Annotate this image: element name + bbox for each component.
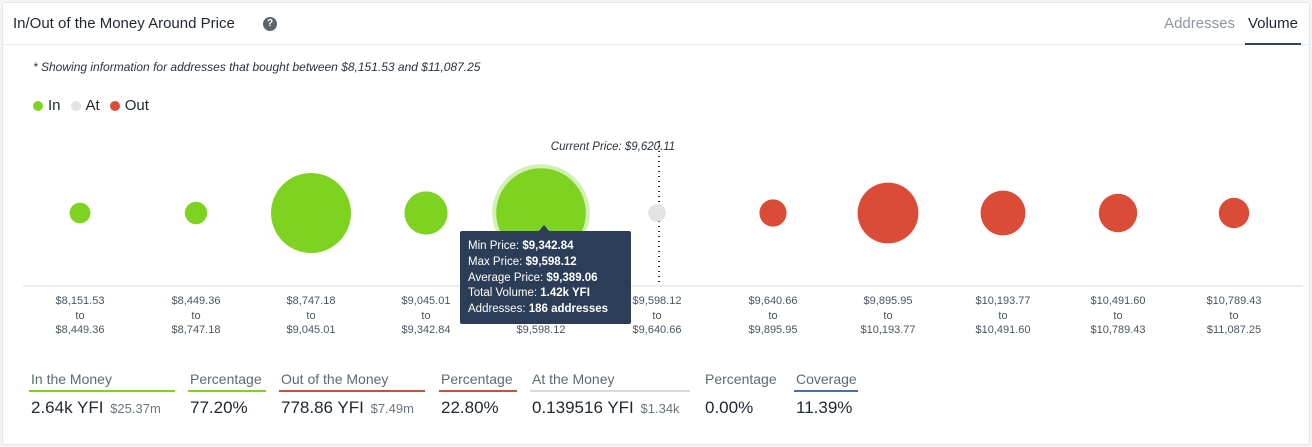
stat-label: Percentage — [190, 371, 262, 387]
chart-legend: In At Out — [33, 97, 159, 114]
tick-label-from: $10,193.77 — [975, 295, 1030, 307]
legend-at-dot — [70, 100, 81, 111]
tick-label-connector: to — [883, 310, 892, 322]
tick-label-from: $9,598.12 — [633, 295, 682, 307]
tooltip-row-max: Max Price: $9,598.12 — [468, 255, 577, 268]
bubble-in — [271, 173, 351, 253]
stat-value: 11.39% — [796, 398, 853, 417]
stat-out-of-the-money: Out of the Money 778.86 YFI $7.49m — [279, 371, 425, 418]
tick-label-connector: to — [1113, 310, 1122, 322]
tick-label-to: $9,598.12 — [517, 324, 566, 336]
stat-value: 2.64k YFI $25.37m — [31, 398, 161, 417]
stat-value: 77.20% — [190, 398, 248, 417]
stat-underline — [188, 390, 266, 392]
stat-at-the-money: At the Money 0.139516 YFI $1.34k — [530, 371, 690, 418]
stat-label: At the Money — [532, 371, 615, 387]
tooltip-row-volume: Total Volume: 1.42k YFI — [468, 287, 590, 300]
stat-underline — [279, 390, 425, 392]
bubble-out — [980, 190, 1026, 236]
stat-at-percentage: Percentage 0.00% — [703, 371, 781, 418]
stat-in-percentage: Percentage 77.20% — [188, 371, 266, 418]
tick-label-connector: to — [768, 310, 777, 322]
tick-label-from: $10,491.60 — [1090, 295, 1145, 307]
stat-underline — [703, 390, 781, 392]
stat-value: 0.139516 YFI $1.34k — [532, 398, 680, 417]
stat-in-the-money: In the Money 2.64k YFI $25.37m — [29, 371, 175, 418]
tick-label-from: $10,789.43 — [1206, 295, 1261, 307]
stat-underline — [29, 390, 175, 392]
tick-label-to: $9,045.01 — [287, 324, 336, 336]
tick-label-to: $10,491.60 — [975, 324, 1030, 336]
current-price-label: Current Price: $9,620.11 — [551, 141, 675, 153]
legend-in[interactable]: In — [33, 97, 61, 114]
bubble-at — [648, 204, 666, 222]
tick-label-to: $8,747.18 — [172, 324, 221, 336]
tick-label-connector: to — [306, 310, 315, 322]
tick-label-to: $9,895.95 — [749, 324, 798, 336]
stat-value: 778.86 YFI $7.49m — [281, 398, 414, 417]
tick-label-to: $11,087.25 — [1207, 324, 1261, 336]
bubble-in — [404, 191, 448, 235]
tick-label-to: $10,193.77 — [860, 324, 915, 336]
card-header: In/Out of the Money Around Price ? Addre… — [3, 3, 1309, 45]
stat-underline — [439, 390, 517, 392]
tick-label-to: $8,449.36 — [56, 324, 105, 336]
tick-label-from: $9,895.95 — [864, 295, 913, 307]
stat-value: 22.80% — [441, 398, 499, 417]
tooltip-pointer — [539, 225, 549, 231]
bubble-out — [1098, 193, 1138, 233]
tick-label-from: $8,449.36 — [172, 295, 221, 307]
stat-label: Percentage — [705, 371, 777, 387]
stat-label: Out of the Money — [281, 371, 389, 387]
tab-volume[interactable]: Volume — [1244, 3, 1301, 45]
bubble-out — [857, 182, 919, 244]
stat-label: In the Money — [31, 371, 112, 387]
view-tabs: Addresses Volume — [1154, 3, 1301, 45]
tick-label-to: $9,640.66 — [633, 324, 682, 336]
bubble-out — [759, 199, 787, 227]
legend-in-dot — [33, 100, 43, 111]
tick-label-connector: to — [998, 310, 1007, 322]
tooltip-row-min: Min Price: $9,342.84 — [468, 240, 574, 252]
tick-label-from: $9,045.01 — [402, 295, 451, 307]
tab-addresses[interactable]: Addresses — [1164, 15, 1235, 32]
tick-label-connector: to — [1229, 310, 1238, 322]
tick-label-from: $8,151.53 — [56, 295, 105, 307]
legend-out-label: Out — [124, 97, 149, 114]
stat-underline — [794, 390, 858, 392]
tick-label-connector: to — [75, 310, 84, 322]
tick-label-to: $9,342.84 — [402, 324, 451, 336]
card-title: In/Out of the Money Around Price — [13, 15, 235, 32]
legend-out[interactable]: Out — [109, 97, 149, 114]
stat-label: Percentage — [441, 371, 513, 387]
help-icon[interactable]: ? — [263, 17, 277, 31]
bubble-out — [1218, 197, 1250, 229]
stat-value: 0.00% — [705, 398, 754, 417]
bubble-in — [69, 202, 91, 224]
stat-coverage: Coverage 11.39% — [794, 371, 858, 418]
range-note: * Showing information for addresses that… — [33, 60, 481, 74]
tick-label-connector: to — [191, 310, 200, 322]
tick-label-connector: to — [421, 310, 430, 322]
stat-out-percentage: Percentage 22.80% — [439, 371, 517, 418]
legend-at-label: At — [85, 97, 100, 114]
bubble-in — [184, 201, 208, 225]
bucket-tooltip: Min Price: $9,342.84 Max Price: $9,598.1… — [460, 231, 631, 324]
legend-out-dot — [109, 100, 120, 111]
tick-label-connector: to — [652, 310, 661, 322]
legend-in-label: In — [48, 97, 61, 114]
tick-label-to: $10,789.43 — [1090, 324, 1145, 336]
tooltip-row-average: Average Price: $9,389.06 — [468, 271, 598, 284]
stat-label: Coverage — [796, 371, 857, 387]
tooltip-row-addresses: Addresses: 186 addresses — [468, 303, 609, 316]
stat-underline — [530, 390, 690, 392]
legend-at[interactable]: At — [70, 97, 100, 114]
tick-label-from: $9,640.66 — [749, 295, 798, 307]
tick-label-from: $8,747.18 — [287, 295, 336, 307]
